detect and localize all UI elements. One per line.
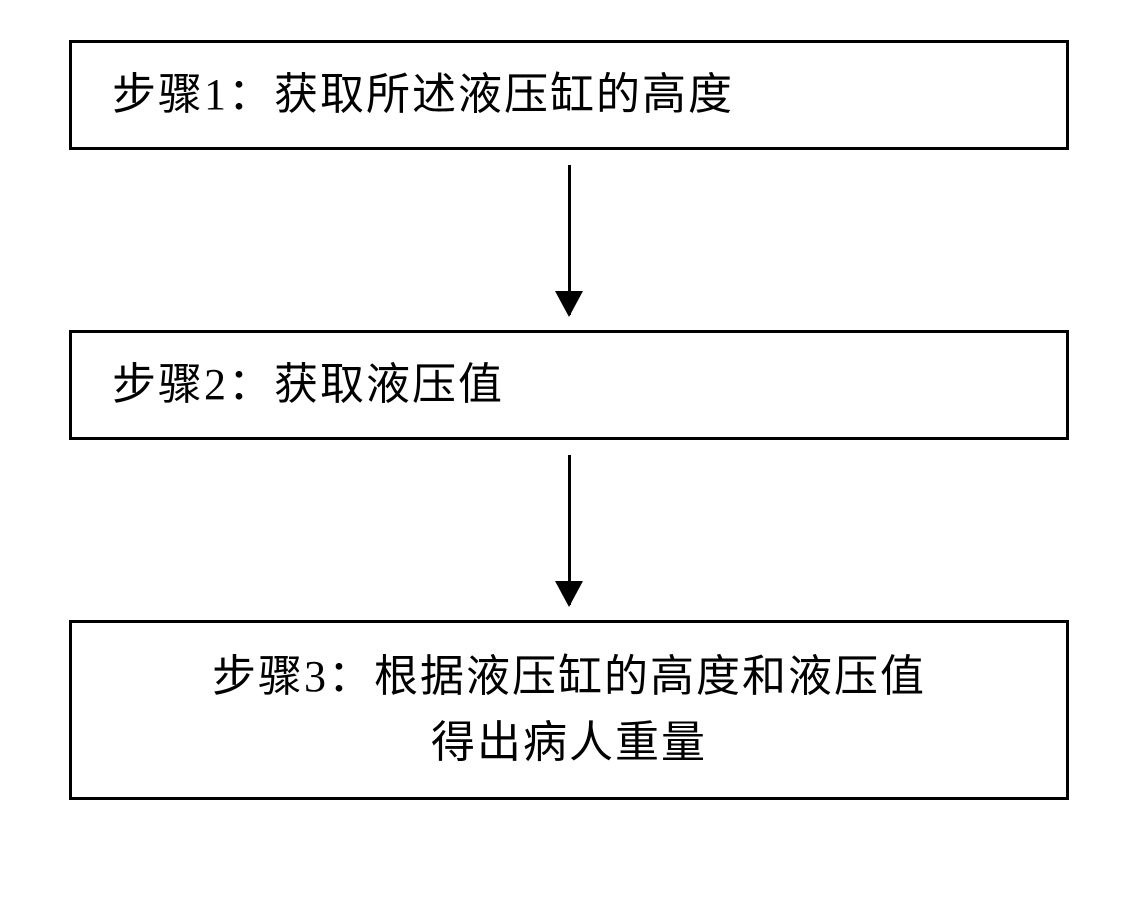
arrow-2 (568, 455, 571, 605)
arrow-1 (568, 165, 571, 315)
arrow-2-container (69, 440, 1069, 620)
step-1-text: 步骤1：获取所述液压缸的高度 (112, 62, 734, 128)
flowchart-container: 步骤1：获取所述液压缸的高度 步骤2：获取液压值 步骤3：根据液压缸的高度和液压… (69, 40, 1069, 800)
step-2-text: 步骤2：获取液压值 (112, 352, 504, 418)
step-3-text-line2: 得出病人重量 (431, 710, 707, 776)
step-2-box: 步骤2：获取液压值 (69, 330, 1069, 440)
step-3-text-line1: 步骤3：根据液压缸的高度和液压值 (212, 644, 926, 710)
step-3-box: 步骤3：根据液压缸的高度和液压值 得出病人重量 (69, 620, 1069, 800)
arrow-1-container (69, 150, 1069, 330)
step-1-box: 步骤1：获取所述液压缸的高度 (69, 40, 1069, 150)
